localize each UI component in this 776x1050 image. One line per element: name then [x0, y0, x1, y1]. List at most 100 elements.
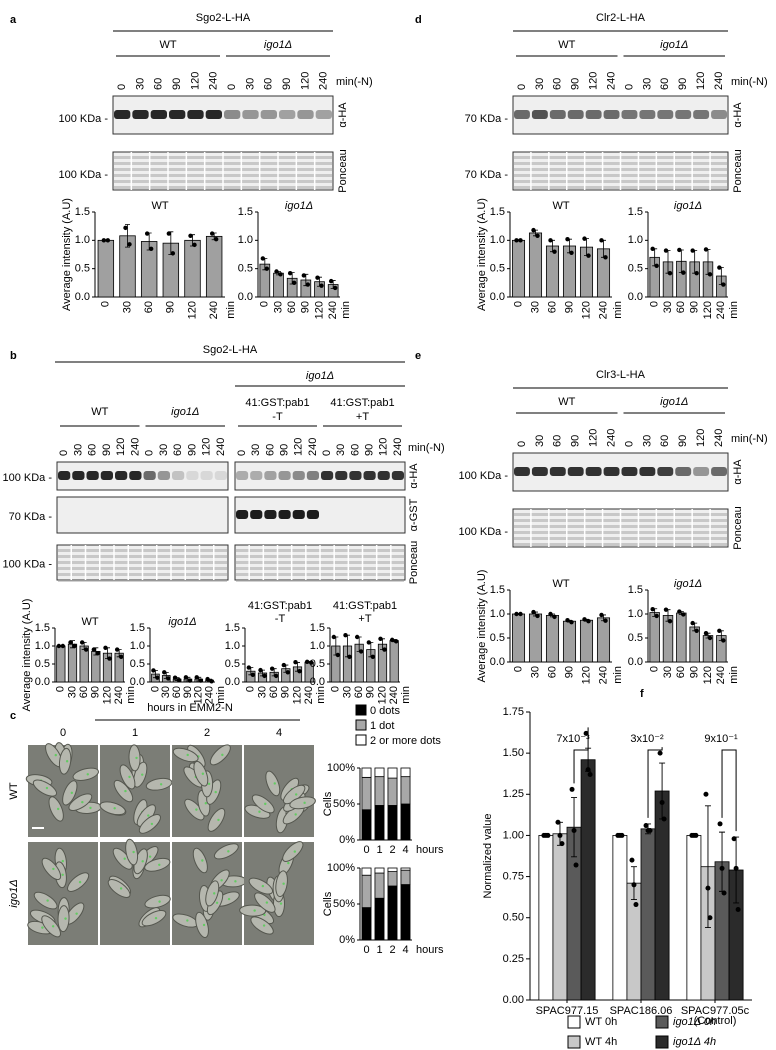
- data-point: [585, 767, 591, 773]
- bar: [640, 828, 656, 1001]
- data-point: [151, 668, 156, 673]
- dot: [158, 863, 161, 867]
- data-point: [68, 640, 73, 645]
- data-point: [123, 225, 128, 231]
- data-point: [569, 250, 574, 255]
- cell: [138, 814, 161, 834]
- cell: [172, 747, 199, 763]
- lane-label: 90: [570, 78, 582, 90]
- blot-band: [514, 467, 530, 476]
- x-tick-label: 0: [100, 301, 112, 307]
- lane-label: 0: [516, 84, 528, 90]
- cell: [251, 794, 275, 814]
- cell: [254, 892, 276, 913]
- x-axis-label: min: [612, 666, 624, 684]
- dot: [45, 786, 49, 790]
- lane-label: 60: [172, 444, 184, 456]
- data-point: [661, 816, 667, 822]
- cell: [213, 843, 239, 860]
- blot-band: [114, 110, 131, 119]
- bar-segment: [400, 884, 411, 941]
- bar-segment: [400, 767, 411, 778]
- x-tick-label: 30: [662, 666, 674, 678]
- data-point: [667, 271, 673, 276]
- dot: [215, 901, 219, 904]
- bar-segment: [361, 809, 372, 841]
- legend-swatch: [567, 1015, 581, 1029]
- cell: [145, 777, 173, 791]
- x-tick-label: 60: [268, 686, 280, 698]
- lane-label: 90: [363, 444, 375, 456]
- chart-title: WT: [552, 578, 569, 590]
- x-tick-label: 0: [259, 301, 271, 307]
- dot: [141, 860, 144, 863]
- blot-band: [639, 110, 656, 119]
- chart-title: WT: [81, 616, 98, 628]
- legend-label: igo1Δ 0h: [673, 1016, 716, 1028]
- data-point: [633, 902, 639, 908]
- x-tick-label: 60: [286, 301, 298, 313]
- data-point: [354, 634, 360, 640]
- x-tick-label: 120: [313, 301, 325, 319]
- bar: [205, 235, 223, 298]
- y-tick-label: 1.5: [310, 622, 325, 634]
- legend-label: WT 0h: [585, 1016, 617, 1028]
- chart-subtitle: -T: [275, 613, 286, 625]
- blot-marker: 70 KDa -: [465, 113, 509, 125]
- lane-label: 60: [87, 444, 99, 456]
- data-point: [690, 620, 695, 626]
- data-point: [559, 841, 565, 847]
- cell: [282, 841, 304, 862]
- lane-label: 90: [281, 78, 293, 90]
- group-header: igo1Δ: [306, 370, 334, 382]
- data-point: [719, 865, 725, 871]
- blot-band: [621, 467, 638, 476]
- cell: [33, 891, 58, 910]
- lane-label: 120: [588, 429, 600, 447]
- cell: [58, 747, 72, 775]
- lane-label: 90: [171, 78, 183, 90]
- data-point: [690, 248, 695, 253]
- x-tick-label: 30: [529, 666, 541, 678]
- blot-band: [711, 110, 727, 119]
- x-tick-label: 120: [702, 301, 714, 319]
- data-point: [731, 836, 737, 842]
- blot: [234, 496, 406, 534]
- lane-label: 90: [677, 78, 689, 90]
- cell: [289, 796, 316, 810]
- blot-band: [224, 110, 241, 119]
- data-point: [514, 611, 519, 617]
- blot-band: [236, 510, 249, 519]
- panel-title: hours in EMM2-N: [147, 702, 233, 714]
- group-label: WT: [159, 39, 176, 51]
- cell: [32, 779, 58, 797]
- data-point: [301, 273, 307, 278]
- dot: [264, 802, 267, 806]
- data-point: [599, 238, 604, 243]
- dot: [54, 753, 57, 757]
- y-tick-label: 0.00: [503, 994, 524, 1006]
- p-value: 3x10⁻²: [630, 733, 664, 745]
- blot-band: [86, 471, 99, 480]
- cell: [144, 857, 171, 872]
- y-tick-label: 0.5: [75, 263, 90, 275]
- data-point: [518, 611, 523, 617]
- lane-label: 30: [158, 444, 170, 456]
- lane-label: 240: [713, 429, 725, 447]
- lane-unit: min(-N): [731, 76, 768, 88]
- bar-segment: [387, 885, 398, 941]
- chart-title: 41:GST:pab1: [248, 600, 312, 612]
- data-point: [735, 906, 741, 912]
- y-tick-label: 1.5: [75, 206, 90, 218]
- y-tick-label: 1.5: [225, 622, 240, 634]
- data-point: [260, 256, 266, 261]
- x-tick-label: SPAC977.05c: [681, 1005, 750, 1017]
- dot: [214, 790, 217, 794]
- lane-label: 0: [226, 84, 238, 90]
- cell: [119, 764, 136, 790]
- legend-swatch: [655, 1035, 669, 1049]
- dot: [128, 775, 131, 779]
- legend-label: 2 or more dots: [370, 735, 441, 747]
- y-tick-label: 0.5: [628, 632, 643, 644]
- data-point: [262, 673, 267, 679]
